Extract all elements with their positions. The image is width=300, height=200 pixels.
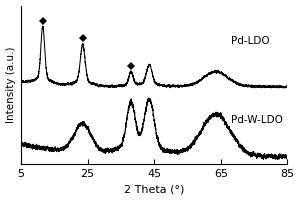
- X-axis label: 2 Theta (°): 2 Theta (°): [124, 184, 184, 194]
- Y-axis label: Intensity (a.u.): Intensity (a.u.): [6, 47, 16, 123]
- Text: Pd-LDO: Pd-LDO: [231, 36, 269, 46]
- Text: Pd-W-LDO: Pd-W-LDO: [231, 115, 283, 125]
